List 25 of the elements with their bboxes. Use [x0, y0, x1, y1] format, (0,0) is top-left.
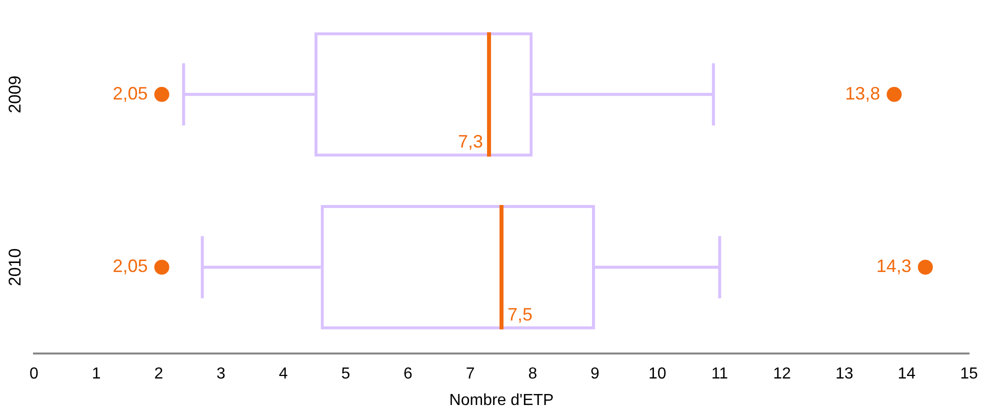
annotation: 14,3: [876, 256, 912, 276]
x-axis-title: Nombre d'ETP: [449, 392, 554, 409]
x-tick-label: 9: [590, 366, 600, 383]
annotation: 7,5: [508, 304, 533, 324]
y-tick-label: 2010: [6, 248, 25, 286]
y-tick-label: 2009: [6, 75, 25, 114]
x-tick-label: 13: [835, 366, 854, 383]
annotation: 2,05: [112, 256, 148, 276]
x-tick-label: 7: [466, 366, 475, 383]
x-tick-label: 14: [898, 366, 916, 383]
x-tick-label: 6: [404, 366, 413, 383]
annotation: 2,05: [112, 83, 148, 104]
x-tick-label: 4: [278, 366, 288, 383]
annotation: 7,3: [458, 132, 484, 152]
x-tick-label: 8: [528, 366, 538, 383]
x-tick-label: 2: [154, 366, 164, 383]
annotation: 13,8: [845, 83, 880, 104]
x-tick-label: 12: [773, 366, 791, 383]
x-tick-label: 10: [648, 366, 666, 383]
x-tick-label: 0: [30, 366, 39, 383]
x-tick-label: 5: [341, 366, 350, 383]
x-tick-label: 3: [216, 366, 226, 383]
x-tick-label: 1: [92, 366, 101, 383]
x-tick-label: 11: [711, 366, 728, 383]
x-tick-label: 15: [960, 366, 978, 383]
